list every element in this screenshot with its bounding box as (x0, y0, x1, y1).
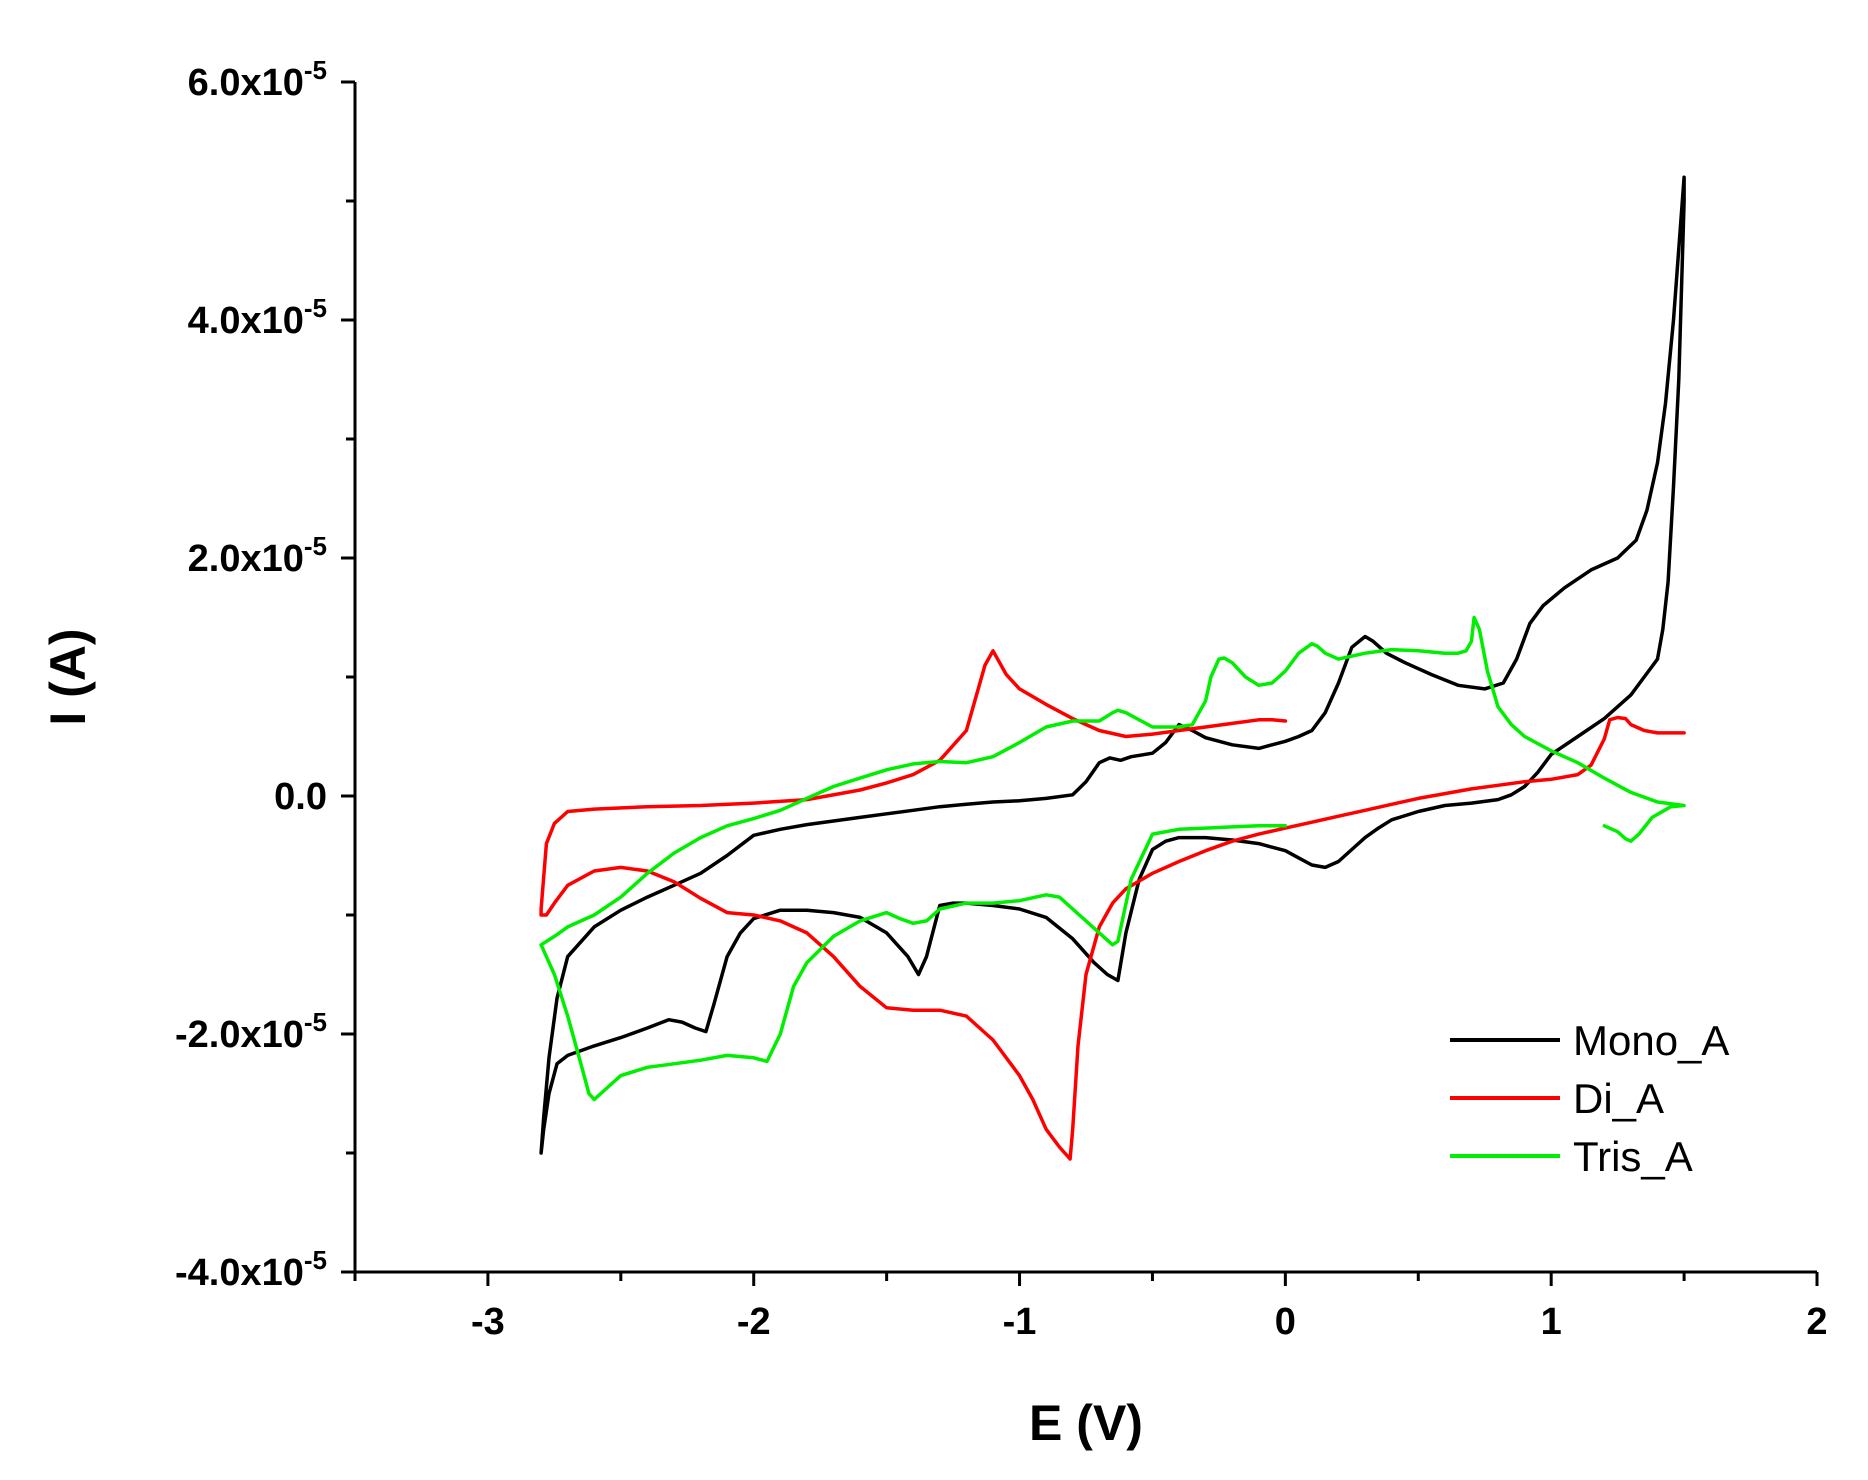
legend: Mono_A Di_A Tris_A (1450, 1017, 1729, 1180)
x-tick-label: -2 (737, 1301, 771, 1343)
y-tick-label: 2.0x10-5 (188, 531, 327, 580)
x-tick-label: -1 (1003, 1301, 1037, 1343)
axes: -3 -2 -1 0 1 2 6.0x10-5 4.0x10-5 2.0x10-5 0.0 -2.0… (40, 55, 1828, 1451)
x-tick-label: 0 (1275, 1301, 1296, 1343)
legend-label-di-a: Di_A (1573, 1075, 1664, 1122)
y-axis-title: I (A) (40, 628, 96, 725)
y-tick-label: 6.0x10-5 (188, 55, 327, 104)
x-tick-label: 1 (1541, 1301, 1562, 1343)
legend-label-mono-a: Mono_A (1573, 1017, 1729, 1064)
plot-lines (539, 175, 1686, 1161)
x-axis-title: E (V) (1029, 1395, 1143, 1451)
series-line-di-a (539, 649, 1686, 1161)
y-tick-label: 0.0 (274, 776, 327, 818)
series-line-mono-a (539, 175, 1686, 1155)
y-tick-label: 4.0x10-5 (188, 293, 327, 342)
legend-label-tris-a: Tris_A (1573, 1133, 1693, 1180)
x-tick-label: 2 (1806, 1301, 1827, 1343)
x-tick-label: -3 (471, 1301, 505, 1343)
series-line-tris-a (539, 615, 1686, 1102)
y-tick-label: -4.0x10-5 (175, 1245, 327, 1294)
y-tick-label: -2.0x10-5 (175, 1007, 327, 1056)
